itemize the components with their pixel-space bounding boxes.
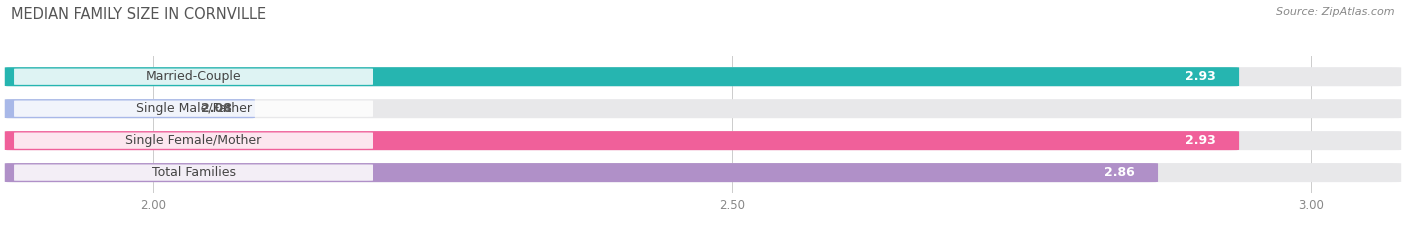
Text: Single Female/Mother: Single Female/Mother: [125, 134, 262, 147]
Text: 2.93: 2.93: [1185, 70, 1216, 83]
FancyBboxPatch shape: [4, 67, 1402, 86]
FancyBboxPatch shape: [4, 99, 1402, 118]
FancyBboxPatch shape: [14, 133, 373, 149]
FancyBboxPatch shape: [4, 131, 1239, 150]
FancyBboxPatch shape: [14, 69, 373, 85]
Text: Single Male/Father: Single Male/Father: [135, 102, 252, 115]
Text: Married-Couple: Married-Couple: [146, 70, 242, 83]
FancyBboxPatch shape: [4, 131, 1402, 150]
Text: MEDIAN FAMILY SIZE IN CORNVILLE: MEDIAN FAMILY SIZE IN CORNVILLE: [11, 7, 266, 22]
Text: 2.93: 2.93: [1185, 134, 1216, 147]
FancyBboxPatch shape: [4, 163, 1402, 182]
Text: Source: ZipAtlas.com: Source: ZipAtlas.com: [1277, 7, 1395, 17]
Text: 2.08: 2.08: [201, 102, 232, 115]
Text: Total Families: Total Families: [152, 166, 236, 179]
FancyBboxPatch shape: [14, 100, 373, 117]
FancyBboxPatch shape: [4, 67, 1239, 86]
Text: 2.86: 2.86: [1104, 166, 1135, 179]
FancyBboxPatch shape: [14, 164, 373, 181]
FancyBboxPatch shape: [4, 99, 254, 118]
FancyBboxPatch shape: [4, 163, 1159, 182]
